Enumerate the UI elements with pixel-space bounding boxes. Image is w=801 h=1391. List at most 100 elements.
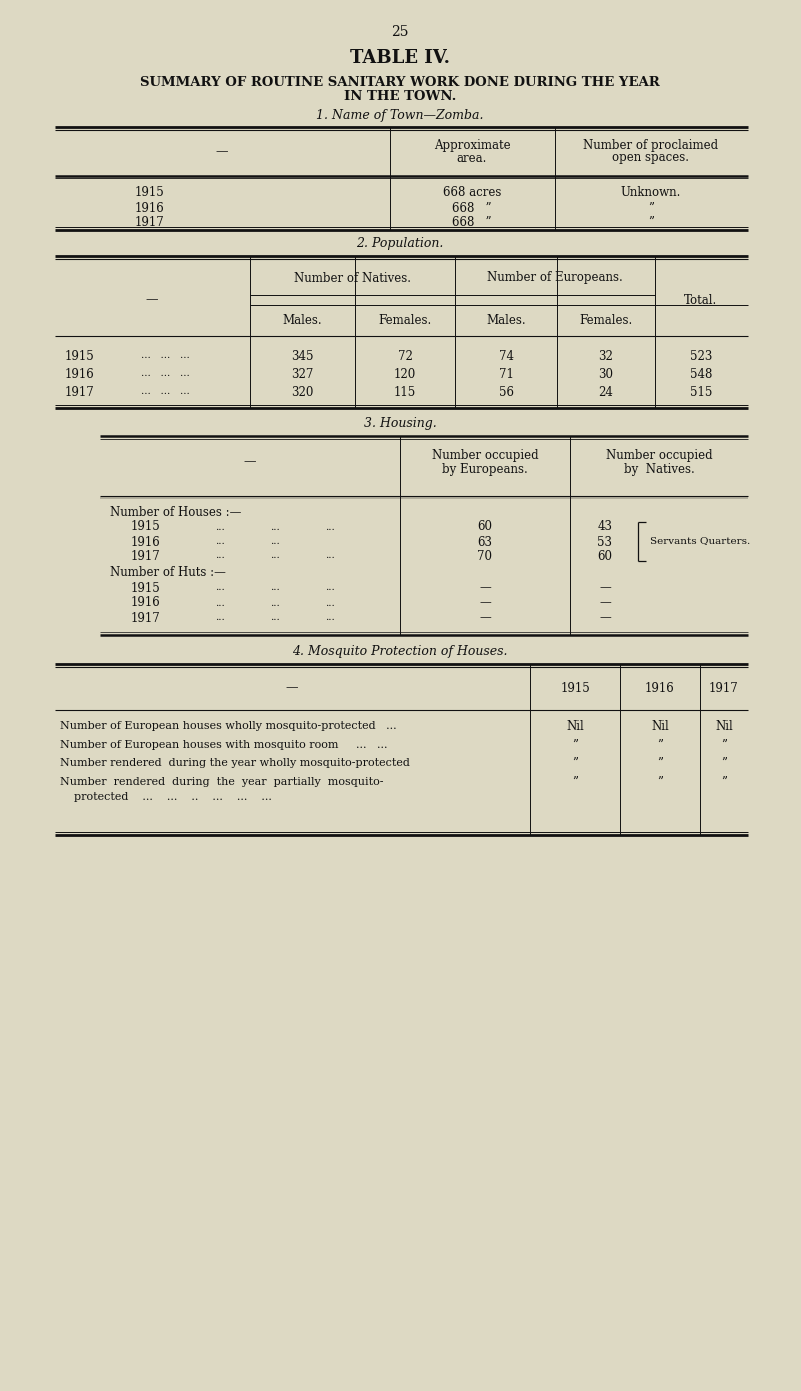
Text: ...: ...	[215, 537, 225, 547]
Text: 56: 56	[498, 385, 513, 398]
Text: —: —	[479, 612, 491, 625]
Text: 1915: 1915	[135, 186, 165, 199]
Text: ...: ...	[215, 613, 225, 623]
Text: Number of Houses :—: Number of Houses :—	[110, 505, 241, 519]
Text: ”: ”	[721, 776, 727, 789]
Text: 60: 60	[598, 549, 613, 562]
Text: 548: 548	[690, 367, 712, 381]
Text: ”: ”	[657, 739, 663, 751]
Text: ...: ...	[325, 613, 335, 623]
Text: 1916: 1916	[130, 536, 160, 548]
Text: —: —	[286, 682, 298, 694]
Text: ...: ...	[270, 598, 280, 608]
Text: ...   ...   ...: ... ... ...	[141, 370, 189, 378]
Text: 320: 320	[291, 385, 313, 398]
Text: Females.: Females.	[579, 313, 633, 327]
Text: 1916: 1916	[645, 682, 675, 694]
Text: 1917: 1917	[130, 612, 160, 625]
Text: 43: 43	[598, 520, 613, 534]
Text: ”: ”	[572, 757, 578, 769]
Text: —: —	[479, 597, 491, 609]
Text: 1915: 1915	[130, 581, 160, 594]
Text: 345: 345	[291, 349, 313, 363]
Text: 72: 72	[397, 349, 413, 363]
Text: by  Natives.: by Natives.	[624, 462, 694, 476]
Text: 70: 70	[477, 549, 493, 562]
Text: Nil: Nil	[715, 719, 733, 733]
Text: Females.: Females.	[378, 313, 432, 327]
Text: SUMMARY OF ROUTINE SANITARY WORK DONE DURING THE YEAR: SUMMARY OF ROUTINE SANITARY WORK DONE DU…	[140, 75, 660, 89]
Text: ...: ...	[325, 551, 335, 561]
Text: ...: ...	[325, 523, 335, 531]
Text: 3. Housing.: 3. Housing.	[364, 417, 437, 430]
Text: 71: 71	[498, 367, 513, 381]
Text: TABLE IV.: TABLE IV.	[350, 49, 450, 67]
Text: by Europeans.: by Europeans.	[442, 462, 528, 476]
Text: Number of European houses with mosquito room     ...   ...: Number of European houses with mosquito …	[60, 740, 388, 750]
Text: 1916: 1916	[65, 367, 95, 381]
Text: ”: ”	[572, 776, 578, 789]
Text: ”: ”	[648, 216, 654, 228]
Text: Number of Huts :—: Number of Huts :—	[110, 566, 226, 580]
Text: —: —	[479, 581, 491, 594]
Text: ...: ...	[270, 523, 280, 531]
Text: 327: 327	[291, 367, 313, 381]
Text: —: —	[599, 581, 611, 594]
Text: ”: ”	[721, 757, 727, 769]
Text: 1915: 1915	[560, 682, 590, 694]
Text: ”: ”	[721, 739, 727, 751]
Text: 1917: 1917	[65, 385, 95, 398]
Text: Nil: Nil	[651, 719, 669, 733]
Text: —: —	[599, 612, 611, 625]
Text: 1917: 1917	[135, 216, 165, 228]
Text: ...: ...	[325, 583, 335, 593]
Text: Males.: Males.	[486, 313, 525, 327]
Text: Approximate: Approximate	[433, 139, 510, 152]
Text: ”: ”	[657, 757, 663, 769]
Text: ...   ...   ...: ... ... ...	[141, 388, 189, 396]
Text: Number of European houses wholly mosquito-protected   ...: Number of European houses wholly mosquit…	[60, 721, 396, 732]
Text: Number  rendered  during  the  year  partially  mosquito-: Number rendered during the year partiall…	[60, 778, 384, 787]
Text: 24: 24	[598, 385, 614, 398]
Text: —: —	[599, 597, 611, 609]
Text: area.: area.	[457, 152, 487, 164]
Text: 4. Mosquito Protection of Houses.: 4. Mosquito Protection of Houses.	[292, 645, 508, 658]
Text: 120: 120	[394, 367, 417, 381]
Text: 523: 523	[690, 349, 712, 363]
Text: 668 acres: 668 acres	[443, 186, 501, 199]
Text: Servants Quarters.: Servants Quarters.	[650, 537, 751, 545]
Text: ...: ...	[215, 583, 225, 593]
Text: ”: ”	[657, 776, 663, 789]
Text: 515: 515	[690, 385, 712, 398]
Text: Number of Natives.: Number of Natives.	[293, 271, 410, 285]
Text: 30: 30	[598, 367, 614, 381]
Text: IN THE TOWN.: IN THE TOWN.	[344, 90, 457, 103]
Text: ...: ...	[215, 523, 225, 531]
Text: Number rendered  during the year wholly mosquito-protected: Number rendered during the year wholly m…	[60, 758, 410, 768]
Text: Number of proclaimed: Number of proclaimed	[583, 139, 718, 152]
Text: 1916: 1916	[130, 597, 160, 609]
Text: 1915: 1915	[130, 520, 160, 534]
Text: Males.: Males.	[282, 313, 322, 327]
Text: ...: ...	[215, 598, 225, 608]
Text: 1915: 1915	[65, 349, 95, 363]
Text: ”: ”	[572, 739, 578, 751]
Text: ...: ...	[215, 551, 225, 561]
Text: 1917: 1917	[709, 682, 739, 694]
Text: ...   ...   ...: ... ... ...	[141, 352, 189, 360]
Text: Number of Europeans.: Number of Europeans.	[487, 271, 623, 285]
Text: 2. Population.: 2. Population.	[356, 238, 444, 250]
Text: 60: 60	[477, 520, 493, 534]
Text: 1916: 1916	[135, 202, 165, 214]
Text: 1. Name of Town—Zomba.: 1. Name of Town—Zomba.	[316, 108, 484, 121]
Text: Nil: Nil	[566, 719, 584, 733]
Text: 668   ”: 668 ”	[453, 216, 492, 228]
Text: Total.: Total.	[684, 294, 718, 306]
Text: ...: ...	[325, 598, 335, 608]
Text: —: —	[146, 294, 159, 306]
Text: ...: ...	[270, 537, 280, 547]
Text: open spaces.: open spaces.	[613, 152, 690, 164]
Text: ...: ...	[270, 583, 280, 593]
Text: —: —	[244, 455, 256, 469]
Text: 1917: 1917	[130, 549, 160, 562]
